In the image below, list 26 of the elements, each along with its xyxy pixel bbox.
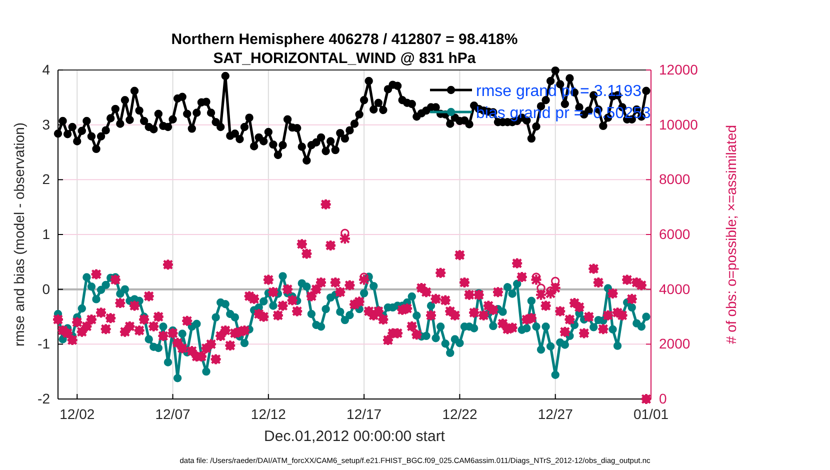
y-tick-label: -1 [38,336,50,352]
y-tick-label: 0 [42,280,50,297]
x-tick-label: 12/07 [155,406,190,422]
y-tick-label: 3 [42,116,50,132]
y-tick-label: -2 [38,390,50,406]
y2-tick-label: 2000 [659,336,690,352]
y2-axis-title: # of obs: o=possible; ×=assimilated [723,124,739,344]
y2-tick-label: 8000 [659,171,690,188]
y-axis-title: rmse and bias (model - observation) [11,122,27,347]
y-tick-label: 4 [42,61,50,78]
y-tick-label: 2 [42,171,50,188]
x-axis-title: Dec.01,2012 00:00:00 start [264,428,446,445]
y-tick-label: 1 [42,226,50,242]
chart-title: Northern Hemisphere 406278 / 412807 = 98.418% [171,31,518,48]
x-tick-label: 12/17 [346,406,382,422]
x-tick-label: 12/02 [60,406,95,422]
y2-tick-label: 10000 [659,116,698,132]
x-tick-label: 01/01 [633,406,669,422]
chart-subtitle: SAT_HORIZONTAL_WIND @ 831 hPa [213,50,476,67]
y2-tick-label: 4000 [659,280,690,297]
x-tick-label: 12/12 [250,406,286,422]
y2-tick-label: 0 [659,390,667,406]
y2-tick-label: 12000 [659,61,698,78]
y2-tick-label: 6000 [659,226,690,242]
x-tick-label: 12/27 [538,406,574,422]
x-tick-label: 12/22 [442,406,478,422]
